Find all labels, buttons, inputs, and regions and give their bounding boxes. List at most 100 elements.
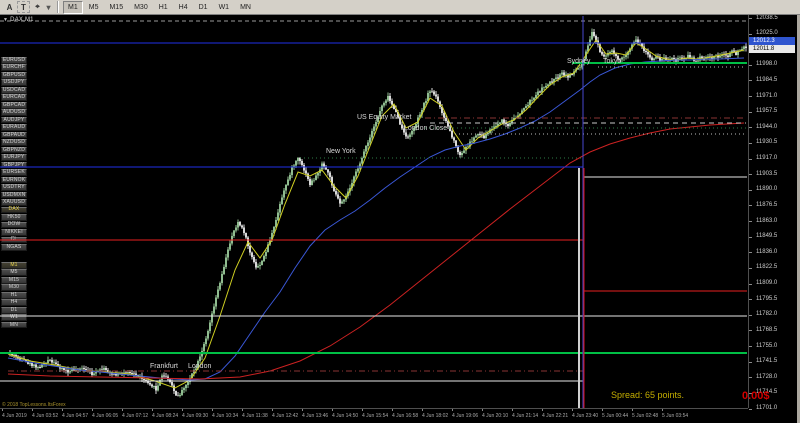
watchlist-panel: EURUSD EURCHF GBPUSD USDJPY USDCAD EURCAD GBPC… bbox=[1, 57, 27, 252]
time-tick bbox=[362, 409, 363, 411]
tf-panel-item-h1[interactable]: H1 bbox=[1, 291, 27, 299]
tf-panel-item-m1[interactable]: M1 bbox=[1, 262, 27, 269]
top-toolbar: A T ⌖ ▾ M1 M5 M15 M30 H1 H4 D1 W1 MN bbox=[0, 0, 800, 15]
time-axis-label: 4 Jun 16:58 bbox=[392, 413, 419, 419]
toolbar-tf-w1[interactable]: W1 bbox=[218, 3, 230, 11]
price-tick bbox=[749, 127, 752, 129]
time-tick bbox=[242, 409, 243, 411]
time-axis-label: 4 Jun 04:57 bbox=[62, 413, 89, 419]
watchlist-item-eurchf[interactable]: EURCHF bbox=[1, 64, 27, 72]
toolbar-tf-h1[interactable]: H1 bbox=[158, 3, 168, 11]
toolbar-tf-d1[interactable]: D1 bbox=[198, 3, 208, 11]
watchlist-item-gbpcad[interactable]: GBPCAD bbox=[1, 101, 27, 109]
session-label-new-york: New York bbox=[326, 148, 356, 155]
watchlist-item-hk50[interactable]: HK50 bbox=[1, 214, 27, 221]
watchlist-item-nzdusd[interactable]: NZDUSD bbox=[1, 139, 27, 146]
watchlist-item-eurnok[interactable]: EURNOK bbox=[1, 176, 27, 184]
toolbar-tf-m1[interactable]: M1 bbox=[63, 0, 83, 14]
time-axis-label: 4 Jun 2019 bbox=[2, 413, 27, 419]
watchlist-item-eurcad[interactable]: EURCAD bbox=[1, 94, 27, 102]
price-axis-label: 11917.0 bbox=[756, 155, 778, 162]
watchlist-item-gbpjpy[interactable]: GBPJPY bbox=[1, 161, 27, 169]
price-tick bbox=[749, 142, 752, 144]
watchlist-item-gbpusd[interactable]: GBPUSD bbox=[1, 71, 27, 79]
watchlist-item-eurjpy[interactable]: EURJPY bbox=[1, 154, 27, 161]
toolbar-tf-mn[interactable]: MN bbox=[240, 3, 251, 11]
time-axis-label: 4 Jun 21:14 bbox=[512, 413, 539, 419]
session-label-london: London bbox=[188, 363, 212, 370]
time-tick bbox=[422, 409, 423, 411]
watchlist-item-usdcad[interactable]: USDCAD bbox=[1, 86, 27, 94]
time-axis-label: 4 Jun 13:46 bbox=[302, 413, 329, 419]
watchlist-item-euraud[interactable]: EURAUD bbox=[1, 124, 27, 131]
watchlist-item-xauusd[interactable]: XAUUSD bbox=[1, 199, 27, 206]
time-axis-label: 4 Jun 18:02 bbox=[422, 413, 449, 419]
watchlist-item-audjpy[interactable]: AUDJPY bbox=[1, 116, 27, 124]
price-axis-label: 11903.5 bbox=[756, 170, 778, 177]
tf-panel-item-m15[interactable]: M15 bbox=[1, 276, 27, 284]
time-axis-label: 4 Jun 09:30 bbox=[182, 413, 209, 419]
tf-panel-item-mn[interactable]: MN bbox=[1, 321, 27, 329]
tf-panel-item-h4[interactable]: H4 bbox=[1, 299, 27, 307]
price-tick bbox=[749, 189, 752, 191]
tf-panel-item-d1[interactable]: D1 bbox=[1, 306, 27, 314]
price-axis-label: 11957.5 bbox=[756, 108, 778, 115]
time-tick bbox=[662, 409, 663, 411]
chart-title-bar[interactable]: ▼ DAX,M1 bbox=[3, 17, 34, 23]
time-tick bbox=[92, 409, 93, 411]
time-tick bbox=[602, 409, 603, 411]
watchlist-item-dow[interactable]: DOW bbox=[1, 221, 27, 229]
price-axis-label: 11795.5 bbox=[756, 295, 778, 302]
event-label-us-equity: US Equity Market bbox=[357, 114, 412, 121]
time-axis[interactable]: 4 Jun 2019 4 Jun 03:52 4 Jun 04:57 4 Jun 06… bbox=[0, 408, 748, 423]
watchlist-item-cl[interactable]: CL bbox=[1, 236, 27, 244]
collapse-icon[interactable]: ▼ bbox=[3, 17, 9, 23]
price-tick bbox=[749, 314, 752, 316]
session-label-frankfurt: Frankfurt bbox=[150, 363, 179, 370]
price-tick bbox=[749, 330, 752, 332]
toolbar-tf-m5[interactable]: M5 bbox=[88, 3, 99, 11]
tf-panel-item-m30[interactable]: M30 bbox=[1, 284, 27, 292]
time-axis-label: 4 Jun 11:38 bbox=[242, 413, 268, 419]
bid-price-box: 12012.3 bbox=[749, 37, 795, 45]
watchlist-item-nikkei[interactable]: NIKKEI bbox=[1, 229, 27, 236]
text-label-icon[interactable]: T bbox=[17, 1, 30, 13]
toolbar-tf-m15[interactable]: M15 bbox=[109, 3, 124, 11]
tf-panel-item-m5[interactable]: M5 bbox=[1, 269, 27, 277]
watchlist-item-usdtry[interactable]: USDTRY bbox=[1, 184, 27, 191]
watchlist-item-eurusd[interactable]: EURUSD bbox=[1, 56, 27, 64]
watchlist-item-usdmxn[interactable]: USDMXN bbox=[1, 191, 27, 199]
price-axis-label: 11768.5 bbox=[756, 326, 778, 333]
watchlist-item-gbpaud[interactable]: GBPAUD bbox=[1, 131, 27, 139]
price-tick bbox=[749, 221, 752, 223]
watchlist-item-audusd[interactable]: AUDUSD bbox=[1, 109, 27, 116]
time-axis-label: 4 Jun 07:12 bbox=[122, 413, 149, 419]
annotate-a-icon[interactable]: A bbox=[6, 2, 13, 12]
time-tick bbox=[542, 409, 543, 411]
price-axis-label: 11836.0 bbox=[756, 248, 778, 255]
time-tick bbox=[332, 409, 333, 411]
toolbar-tf-m30[interactable]: M30 bbox=[134, 3, 148, 11]
price-tick bbox=[749, 33, 752, 35]
toolbar-timeframes: M1 M5 M15 M30 H1 H4 D1 W1 MN bbox=[63, 0, 257, 14]
watchlist-item-usdjpy[interactable]: USDJPY bbox=[1, 79, 27, 87]
crosshair-tool-icon[interactable]: ⌖ bbox=[35, 2, 40, 11]
time-axis-label: 4 Jun 22:21 bbox=[542, 413, 569, 419]
watchlist-item-ngas[interactable]: NGAS bbox=[1, 244, 27, 251]
time-axis-label: 4 Jun 15:54 bbox=[362, 413, 389, 419]
price-tick bbox=[749, 346, 752, 348]
watchlist-item-eursek[interactable]: EURSEK bbox=[1, 169, 27, 176]
time-axis-label: 4 Jun 10:34 bbox=[212, 413, 239, 419]
price-tick bbox=[749, 205, 752, 207]
toolbar-tf-h4[interactable]: H4 bbox=[178, 3, 188, 11]
watchlist-item-gbpnzd[interactable]: GBPNZD bbox=[1, 146, 27, 154]
tf-panel-item-w1[interactable]: W1 bbox=[1, 314, 27, 321]
price-tick bbox=[749, 111, 752, 113]
dropdown-caret-icon[interactable]: ▾ bbox=[46, 2, 51, 12]
price-axis-label: 11701.0 bbox=[756, 405, 778, 411]
watchlist-item-dax[interactable]: DAX bbox=[1, 206, 27, 214]
price-axis-label: 11728.0 bbox=[756, 373, 778, 380]
price-axis[interactable]: 12038.512025.012011.511998.011984.511971… bbox=[748, 15, 797, 411]
time-axis-label: 5 Jun 02:48 bbox=[632, 413, 659, 419]
